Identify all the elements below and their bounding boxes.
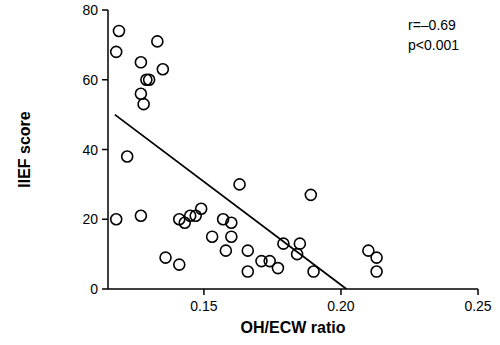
point xyxy=(294,238,305,249)
point xyxy=(152,36,163,47)
x-axis xyxy=(108,288,478,290)
point xyxy=(371,252,382,263)
regression-line xyxy=(115,115,347,289)
point xyxy=(242,245,253,256)
y-tick xyxy=(102,9,108,11)
point xyxy=(226,231,237,242)
annotation: r=–0.69 xyxy=(408,17,456,33)
point xyxy=(135,88,146,99)
y-axis-label: IIEF score xyxy=(16,111,33,188)
point xyxy=(135,57,146,68)
point xyxy=(174,259,185,270)
y-tick-label: 40 xyxy=(82,142,98,158)
point xyxy=(144,74,155,85)
annotation: p<0.001 xyxy=(408,37,459,53)
point xyxy=(111,214,122,225)
x-tick-label: 0.15 xyxy=(190,298,217,314)
point xyxy=(160,252,171,263)
y-tick xyxy=(102,219,108,221)
point xyxy=(305,189,316,200)
y-tick-label: 80 xyxy=(82,2,98,18)
point xyxy=(111,46,122,57)
point xyxy=(157,64,168,75)
point xyxy=(371,266,382,277)
point xyxy=(272,263,283,274)
y-tick xyxy=(102,288,108,290)
point xyxy=(196,203,207,214)
x-tick xyxy=(477,289,479,295)
point xyxy=(135,210,146,221)
point xyxy=(122,151,133,162)
point xyxy=(190,210,201,221)
point xyxy=(138,99,149,110)
chart: 0 20 40 60 80 0.15 0.20 0.25 OH/ECW ratio IIEF sc… xyxy=(0,0,500,345)
point xyxy=(207,231,218,242)
x-tick-label: 0.20 xyxy=(327,298,354,314)
y-tick-label: 20 xyxy=(82,211,98,227)
point xyxy=(242,266,253,277)
x-axis-label: OH/ECW ratio xyxy=(241,319,346,336)
x-tick-label: 0.25 xyxy=(464,298,491,314)
y-tick-label: 60 xyxy=(82,72,98,88)
point xyxy=(234,179,245,190)
x-tick xyxy=(203,289,205,295)
point xyxy=(179,217,190,228)
point xyxy=(220,245,231,256)
point xyxy=(113,25,124,36)
y-tick xyxy=(102,79,108,81)
x-tick xyxy=(340,289,342,295)
y-tick xyxy=(102,149,108,151)
y-tick-label: 0 xyxy=(90,281,98,297)
plot-area xyxy=(111,25,382,289)
point xyxy=(226,217,237,228)
